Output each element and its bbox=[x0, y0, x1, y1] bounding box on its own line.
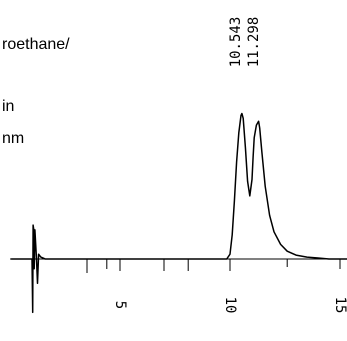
x-axis-tick-labels: 5 10 15 bbox=[112, 297, 347, 314]
header-line-2: in bbox=[2, 98, 14, 115]
header-line-1: roethane/ bbox=[2, 36, 70, 53]
x-tick-label-5: 5 bbox=[112, 301, 128, 309]
peak-labels: 10.543 11.298 bbox=[228, 17, 262, 68]
x-tick-label-15: 15 bbox=[332, 297, 347, 314]
peak-label-10.543: 10.543 bbox=[228, 17, 244, 68]
signal-trace-group bbox=[11, 112, 347, 314]
header-line-3: nm bbox=[2, 130, 24, 147]
x-tick-label-10: 10 bbox=[222, 297, 238, 314]
signal-trace bbox=[11, 112, 347, 314]
x-axis-ticks bbox=[86, 259, 341, 273]
peak-label-11.298: 11.298 bbox=[246, 17, 262, 68]
